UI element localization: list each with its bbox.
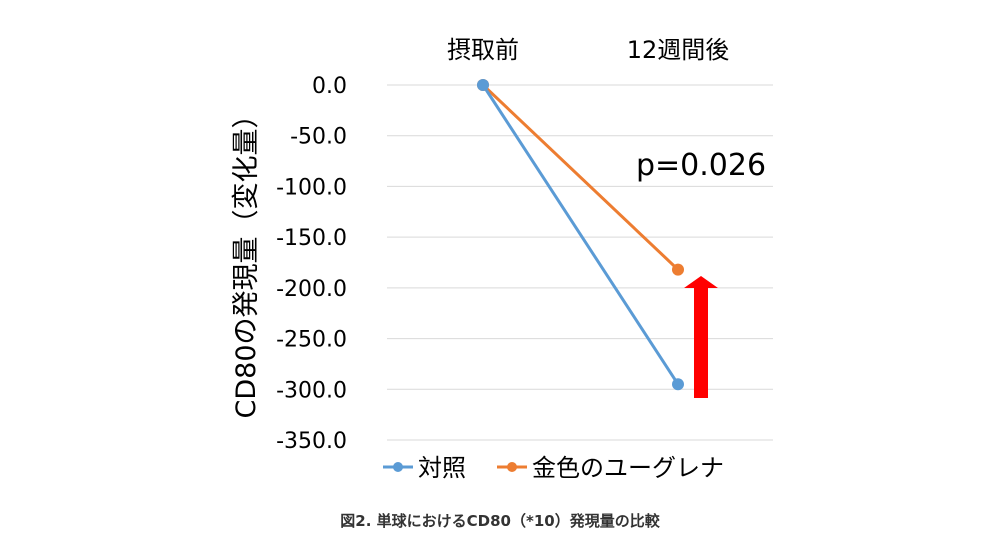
series-line-0 — [481, 84, 680, 386]
series-line-1 — [481, 83, 680, 271]
data-point-0-1 — [672, 378, 684, 391]
y-axis-ticks: 0.0 -50.0 -100.0 -150.0 -200.0 -250.0 -300.0 -3… — [276, 74, 347, 454]
legend-marker-control — [393, 462, 403, 472]
series — [477, 79, 684, 391]
legend-label-control: 対照 — [418, 454, 466, 482]
p-value-annotation: p=0.026 — [636, 148, 766, 183]
figure-caption: 図2. 単球におけるCD80（*10）発現量の比較 — [340, 512, 660, 530]
y-tick-label: -50.0 — [290, 125, 347, 150]
improvement-arrow — [684, 276, 718, 398]
gridlines — [387, 84, 773, 441]
data-point-0-0 — [477, 79, 489, 91]
legend-label-golden-euglena: 金色のユーグレナ — [532, 454, 724, 482]
y-axis-label: CD80の発現量（変化量） — [231, 102, 262, 419]
y-tick-label: -250.0 — [276, 328, 347, 353]
y-tick-label: -150.0 — [276, 226, 347, 251]
up-arrow-icon — [684, 276, 718, 398]
y-tick-label: -200.0 — [276, 277, 347, 302]
legend-marker-golden-euglena — [507, 462, 517, 472]
y-tick-label: 0.0 — [312, 74, 347, 99]
data-point-1-1 — [672, 263, 684, 276]
y-tick-label: -300.0 — [276, 378, 347, 403]
y-tick-label: -350.0 — [276, 429, 347, 454]
category-label-before: 摂取前 — [447, 36, 519, 64]
legend: 対照 金色のユーグレナ — [383, 454, 724, 482]
category-label-after: 12週間後 — [627, 36, 730, 64]
y-tick-label: -100.0 — [276, 175, 347, 200]
